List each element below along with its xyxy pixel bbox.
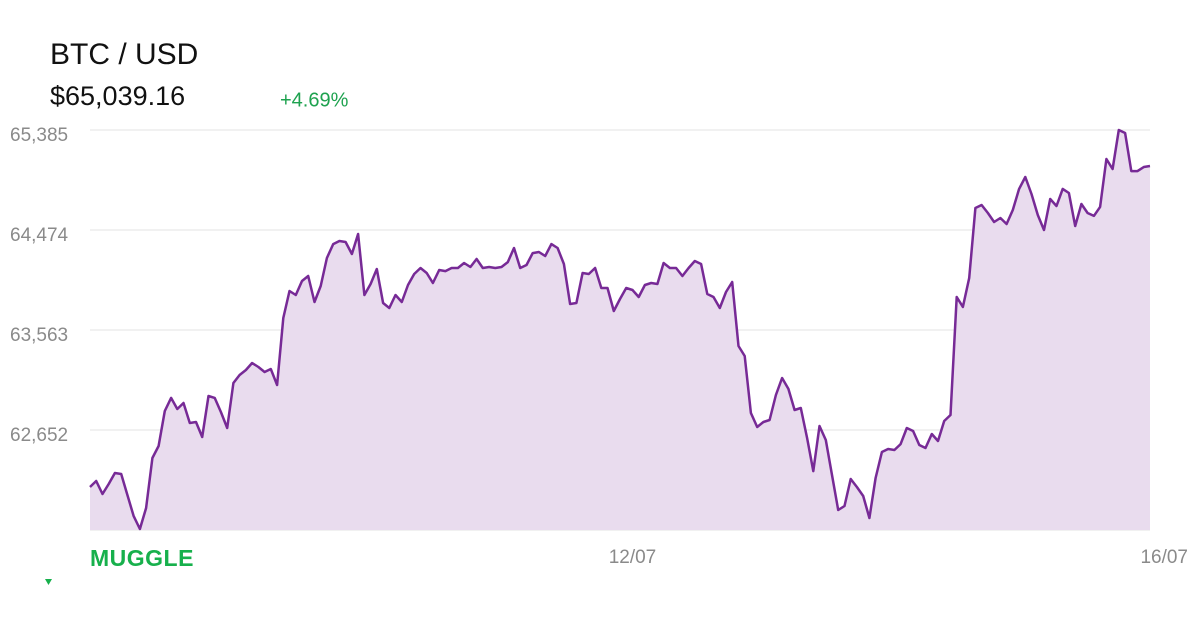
brand-icon	[45, 579, 52, 585]
plot-area: 62,652 63,563 64,474 65,385 12/07 16/07	[10, 125, 1188, 568]
x-tick-label: 12/07	[609, 547, 657, 568]
x-tick-label: 16/07	[1140, 547, 1188, 568]
price-change: +4.69%	[280, 89, 349, 111]
chart-title: BTC / USD	[50, 38, 198, 71]
y-tick-label: 63,563	[10, 325, 68, 346]
area	[90, 130, 1150, 530]
y-tick-label: 62,652	[10, 425, 68, 446]
brand-logo: MUGGLE	[90, 545, 194, 571]
price: $65,039.16	[50, 81, 185, 111]
y-tick-label: 65,385	[10, 125, 68, 146]
price-line	[89, 128, 1151, 531]
y-tick-label: 64,474	[10, 225, 69, 246]
